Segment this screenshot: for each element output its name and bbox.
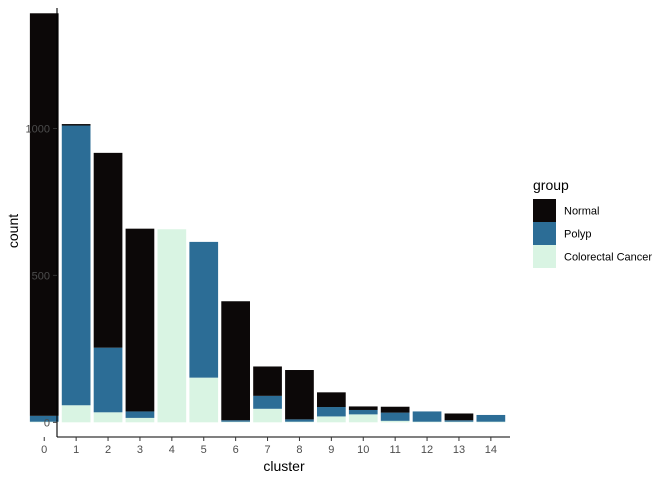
bar-polyp-cluster-8	[285, 419, 314, 422]
x-tick-label: 9	[328, 444, 334, 456]
legend-label: Normal	[564, 206, 599, 218]
legend-key-polyp	[533, 222, 556, 245]
bar-colorectal-cancer-cluster-14	[476, 421, 506, 423]
x-tick-label: 11	[389, 444, 400, 456]
bar-normal-cluster-8	[285, 370, 314, 420]
x-tick-label: 10	[357, 444, 369, 456]
x-axis: 0 1 2 3 4 5 6 7 8 9 10 11 12 13 14	[41, 436, 510, 456]
bar-colorectal-cancer-cluster-4	[157, 229, 187, 423]
bar-colorectal-cancer-cluster-1	[61, 405, 91, 423]
bar-polyp-cluster-11	[380, 412, 410, 421]
x-tick-label: 0	[41, 444, 47, 456]
bar-polyp-cluster-13	[444, 420, 474, 422]
bar-polyp-cluster-5	[189, 241, 219, 378]
bar-colorectal-cancer-cluster-11	[380, 420, 410, 423]
bar-polyp-cluster-0	[29, 415, 59, 422]
legend: group Normal Polyp Colorectal Cancer	[533, 177, 652, 268]
bar-normal-cluster-3	[125, 228, 155, 412]
bar-normal-cluster-9	[317, 392, 346, 408]
legend-key-colorectal-cancer	[533, 245, 556, 268]
legend-label: Colorectal Cancer	[564, 252, 652, 264]
bar-polyp-cluster-6	[221, 420, 250, 422]
bar-normal-cluster-0	[29, 13, 59, 416]
bar-polyp-cluster-2	[93, 347, 123, 413]
x-tick-label: 2	[105, 444, 111, 456]
x-tick-label: 8	[296, 444, 302, 456]
bar-colorectal-cancer-cluster-5	[189, 377, 219, 423]
x-tick-label: 4	[169, 444, 175, 456]
x-tick-label: 7	[264, 444, 270, 456]
bar-colorectal-cancer-cluster-6	[221, 421, 250, 423]
bar-normal-cluster-7	[253, 366, 282, 396]
legend-label: Polyp	[564, 229, 592, 241]
bar-colorectal-cancer-cluster-10	[348, 414, 378, 423]
bar-colorectal-cancer-cluster-0	[29, 421, 59, 423]
x-tick-label: 3	[137, 444, 143, 456]
bar-polyp-cluster-9	[317, 407, 346, 417]
bar-normal-cluster-10	[348, 406, 378, 410]
bar-polyp-cluster-7	[253, 395, 282, 409]
x-tick-label: 12	[421, 444, 433, 456]
bar-polyp-cluster-12	[412, 411, 442, 422]
x-tick-label: 5	[201, 444, 207, 456]
bars-layer	[29, 13, 506, 423]
x-tick-label: 13	[453, 444, 465, 456]
bar-polyp-cluster-10	[348, 409, 378, 415]
bar-polyp-cluster-14	[476, 414, 506, 422]
bar-colorectal-cancer-cluster-2	[93, 412, 123, 423]
bar-polyp-cluster-1	[61, 125, 91, 406]
x-tick-label: 6	[233, 444, 239, 456]
y-axis-title: count	[5, 214, 21, 248]
legend-key-normal	[533, 199, 556, 222]
bar-colorectal-cancer-cluster-12	[412, 421, 442, 423]
y-axis: 0 500 1000	[26, 8, 58, 437]
bar-polyp-cluster-3	[125, 411, 155, 418]
bar-normal-cluster-2	[93, 152, 123, 348]
bar-colorectal-cancer-cluster-9	[317, 416, 346, 423]
bar-colorectal-cancer-cluster-8	[285, 421, 314, 423]
bar-colorectal-cancer-cluster-13	[444, 421, 474, 423]
bar-colorectal-cancer-cluster-3	[125, 417, 155, 423]
legend-title: group	[533, 177, 569, 193]
bar-colorectal-cancer-cluster-7	[253, 408, 282, 423]
bar-normal-cluster-11	[380, 406, 410, 413]
x-tick-label: 14	[485, 444, 497, 456]
x-tick-label: 1	[73, 444, 79, 456]
bar-normal-cluster-13	[444, 413, 474, 421]
bar-normal-cluster-6	[221, 301, 250, 421]
y-tick-label: 500	[32, 270, 50, 282]
x-axis-title: cluster	[263, 458, 305, 474]
y-tick-label: 0	[44, 417, 50, 429]
y-tick-label: 1000	[26, 123, 50, 135]
bar-normal-cluster-1	[61, 124, 91, 126]
